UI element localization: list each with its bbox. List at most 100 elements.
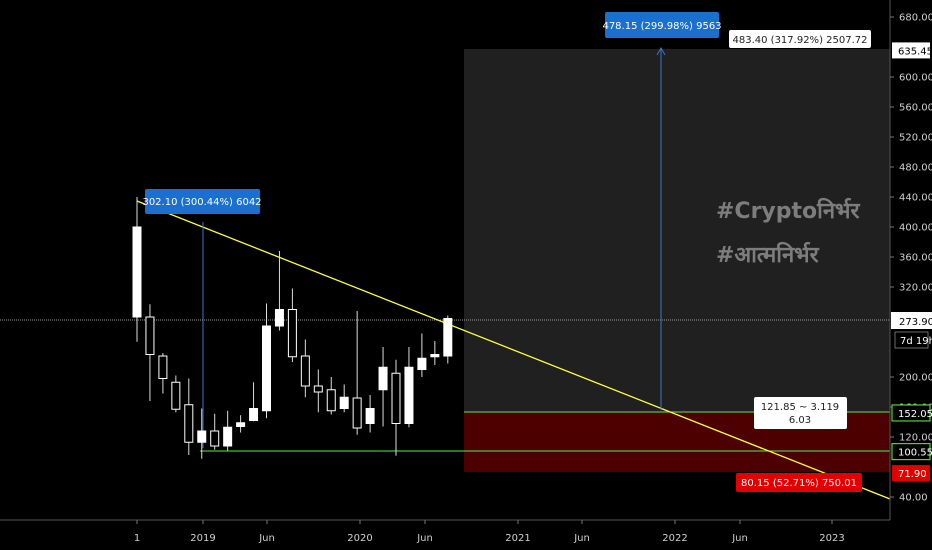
price-tag-box (891, 442, 931, 461)
price-tag-text: 100.55 (898, 448, 932, 459)
time-tick-label: Jun (258, 533, 275, 544)
candle[interactable] (184, 378, 194, 456)
candle[interactable] (391, 359, 401, 456)
candle[interactable] (326, 377, 336, 415)
candle[interactable] (404, 347, 414, 428)
candle[interactable] (378, 347, 388, 427)
current-price-box (891, 312, 932, 329)
candle[interactable] (430, 341, 440, 365)
candle-body (417, 357, 427, 370)
candle-body (365, 408, 375, 424)
time-tick-label: Jun (573, 533, 590, 544)
ratio-label-line-2: 6.03 (789, 415, 811, 426)
countdown-label: 7d 19h (900, 336, 932, 347)
price-axis-labels: 635.45 152.05 100.55 71.90 (891, 42, 932, 482)
candle[interactable] (236, 415, 246, 433)
price-tag-text: 635.45 (898, 46, 932, 57)
candle[interactable] (158, 353, 168, 394)
candle[interactable] (249, 382, 259, 422)
candle-body (313, 385, 323, 393)
trendline[interactable] (136, 200, 891, 500)
candle[interactable] (300, 339, 310, 398)
candle[interactable] (223, 410, 233, 451)
ratio-label-line-1: 121.85 ~ 3.119 (761, 402, 839, 413)
candle[interactable] (274, 251, 284, 331)
stop-label: 80.15 (52.71%) 750.01 (741, 478, 857, 489)
price-axis-tag: 152.05 (891, 404, 932, 422)
candle-body (300, 355, 310, 387)
candle[interactable] (443, 315, 453, 364)
price-tag-box (891, 404, 931, 422)
candle-body (249, 408, 259, 421)
measure-top-label: 478.15 (299.98%) 9563 (602, 21, 721, 32)
candle[interactable] (262, 303, 271, 419)
candle-body (197, 430, 207, 443)
price-tick-label: 680.00 (899, 13, 932, 24)
candle-body (378, 366, 388, 391)
price-tick-label: 600.00 (899, 73, 932, 84)
target-zone (464, 49, 890, 412)
price-tick-label: 520.00 (899, 133, 932, 144)
candle-body (171, 381, 181, 410)
price-tick-label: 400.00 (899, 223, 932, 234)
candle-body (145, 316, 155, 355)
time-axis[interactable]: 1 2019 Jun 2020 Jun 2021 Jun 2022 Jun 2023 (134, 520, 845, 544)
time-tick-label: 2023 (819, 533, 844, 544)
candle-body (430, 354, 440, 358)
candle-body (236, 422, 246, 427)
candle-body (262, 325, 271, 412)
candle-body (287, 309, 297, 358)
time-tick-label: Jun (731, 533, 748, 544)
ratio-label-box[interactable] (754, 397, 847, 429)
candle[interactable] (365, 395, 375, 433)
price-tag-text: 152.05 (898, 409, 932, 420)
time-tick-label: 1 (134, 533, 140, 544)
time-tick-label: 2021 (505, 533, 530, 544)
price-tick-label: 40.00 (899, 493, 928, 504)
candle[interactable] (352, 311, 362, 435)
watermark-line-2: #आत्मनिर्भर (716, 241, 820, 268)
candle[interactable] (417, 333, 427, 378)
price-tick-label: 440.00 (899, 193, 932, 204)
price-axis-tag: 100.55 (891, 442, 932, 461)
candles-group (132, 197, 453, 459)
measure-left-label-box[interactable] (145, 189, 260, 214)
candle-body (274, 309, 284, 327)
price-tag-box (892, 42, 930, 59)
measure-left-label: 302.10 (300.44%) 6042 (142, 197, 261, 208)
watermark-line-1: #Cryptoनिर्भर (716, 197, 861, 224)
current-price-label: 273.90 (899, 317, 932, 328)
candle-body (352, 397, 362, 429)
candle-body (326, 389, 336, 412)
measure-arrow-icon (656, 46, 666, 56)
stop-label-box[interactable] (736, 473, 862, 492)
candle-body (339, 396, 349, 409)
price-axis-tag: 635.45 (892, 42, 932, 59)
price-axis-tag: 71.90 (892, 465, 930, 482)
price-tag-box (892, 465, 930, 482)
countdown-box (894, 331, 929, 349)
measure-top-label-box[interactable] (605, 12, 719, 38)
candle[interactable] (210, 413, 220, 450)
time-tick-label: 2022 (662, 533, 687, 544)
candle-body (210, 430, 220, 447)
price-tick-label: 360.00 (899, 253, 932, 264)
candle[interactable] (339, 384, 349, 413)
candle-body (404, 366, 414, 424)
candle[interactable] (145, 304, 155, 401)
candle-body (184, 404, 194, 443)
price-tick-label: 560.00 (899, 103, 932, 114)
candle[interactable] (313, 369, 323, 413)
candle[interactable] (132, 197, 142, 342)
candle[interactable] (171, 375, 181, 413)
candle[interactable] (287, 288, 297, 363)
target-label-box[interactable] (729, 30, 871, 48)
candle[interactable] (197, 408, 207, 459)
candle-body (223, 426, 233, 447)
price-tag-text: 71.90 (898, 469, 927, 480)
time-tick-label: 2020 (347, 533, 372, 544)
time-tick-label: 2019 (190, 533, 215, 544)
price-tick-label: 120.00 (899, 433, 932, 444)
price-tick-label: 480.00 (899, 163, 932, 174)
